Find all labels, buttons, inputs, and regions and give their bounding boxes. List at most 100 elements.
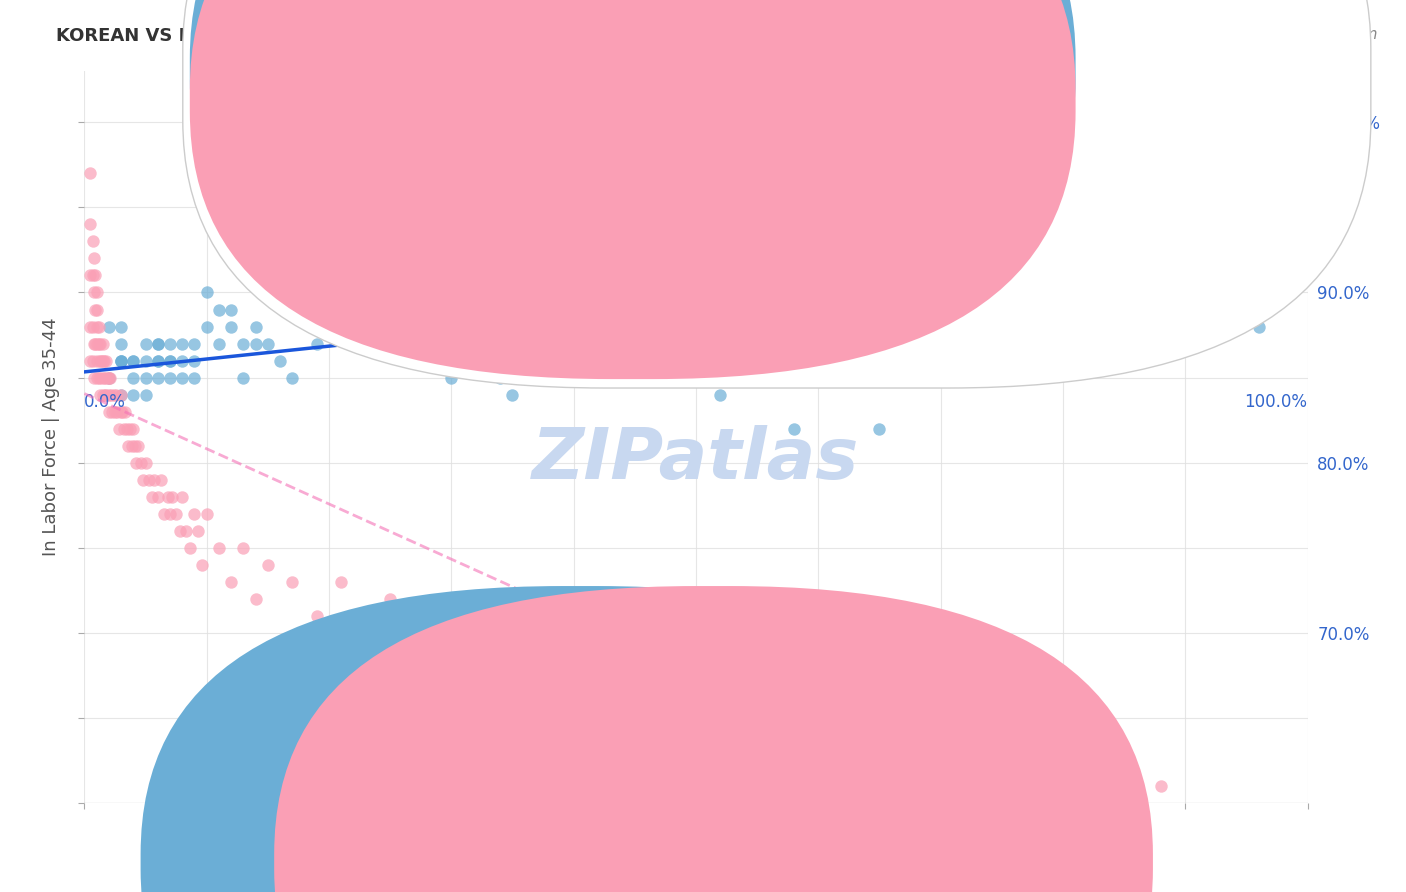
Point (1101, 252, 1123, 266)
Point (820, 285, 842, 300)
Point (697, 353, 720, 368)
Y-axis label: In Labor Force | Age 35-44: In Labor Force | Age 35-44 (42, 318, 60, 557)
Point (880, 353, 903, 368)
Point (97, 370, 120, 384)
Point (97, 319, 120, 334)
Point (1296, 149, 1319, 163)
Point (191, 558, 214, 572)
Point (159, 353, 181, 368)
Point (115, 421, 138, 435)
Point (101, 404, 124, 418)
Point (869, 421, 891, 435)
Point (672, 285, 695, 300)
Point (94, 387, 117, 401)
Point (380, 591, 402, 606)
Point (159, 507, 181, 521)
Point (416, 319, 439, 334)
Text: Source: ZipAtlas.com: Source: ZipAtlas.com (1215, 27, 1378, 42)
Point (79, 268, 101, 283)
Point (146, 336, 169, 351)
Point (661, 659, 683, 673)
Point (489, 370, 512, 384)
Point (586, 319, 609, 334)
Point (82, 268, 104, 283)
Point (143, 473, 166, 487)
Point (208, 336, 231, 351)
Point (1015, 319, 1038, 334)
Point (84, 302, 107, 317)
Point (146, 353, 169, 368)
Point (195, 319, 218, 334)
Point (110, 387, 132, 401)
Point (97, 387, 120, 401)
Point (342, 319, 364, 334)
Point (179, 541, 201, 555)
Point (172, 490, 194, 504)
Point (87, 319, 110, 334)
Point (464, 319, 486, 334)
Point (1052, 336, 1074, 351)
Point (856, 370, 879, 384)
Point (953, 762, 976, 776)
Point (122, 421, 145, 435)
Point (1174, 201, 1197, 215)
Point (245, 591, 267, 606)
Point (208, 541, 231, 555)
Point (86, 285, 108, 300)
Text: Koreans: Koreans (602, 853, 668, 871)
Point (83, 252, 105, 266)
Point (124, 439, 146, 453)
Point (172, 370, 194, 384)
Point (685, 336, 707, 351)
Point (550, 677, 572, 691)
Point (1284, 218, 1306, 232)
Text: 0.0%: 0.0% (84, 393, 127, 411)
Point (416, 642, 439, 657)
Point (1125, 201, 1147, 215)
Point (84, 336, 107, 351)
Point (1296, 201, 1319, 215)
Point (159, 336, 181, 351)
Point (294, 201, 316, 215)
Point (991, 728, 1014, 742)
Point (127, 439, 149, 453)
Point (129, 456, 152, 470)
Point (232, 370, 254, 384)
Point (330, 319, 353, 334)
Point (440, 608, 463, 623)
Point (89, 353, 111, 368)
Point (1284, 235, 1306, 249)
Point (1260, 252, 1282, 266)
Point (98, 370, 121, 384)
Point (121, 439, 143, 453)
Text: ZIPatlas: ZIPatlas (533, 425, 859, 493)
Point (257, 558, 280, 572)
Point (169, 524, 191, 538)
Point (84, 268, 107, 283)
Point (174, 524, 197, 538)
Point (195, 285, 218, 300)
Point (905, 711, 928, 725)
Point (100, 387, 122, 401)
Point (599, 285, 621, 300)
Point (89, 336, 111, 351)
Point (1247, 319, 1270, 334)
Point (110, 404, 132, 418)
Point (219, 302, 242, 317)
Point (83, 285, 105, 300)
Point (82, 319, 104, 334)
Point (91, 353, 114, 368)
Point (1272, 115, 1295, 129)
Point (172, 353, 194, 368)
Point (624, 268, 647, 283)
Point (183, 370, 205, 384)
Point (146, 370, 169, 384)
Point (354, 625, 377, 640)
Point (82, 353, 104, 368)
Point (135, 336, 157, 351)
Point (146, 353, 169, 368)
Point (942, 285, 965, 300)
Point (110, 319, 132, 334)
Point (135, 370, 157, 384)
Point (1150, 252, 1173, 266)
